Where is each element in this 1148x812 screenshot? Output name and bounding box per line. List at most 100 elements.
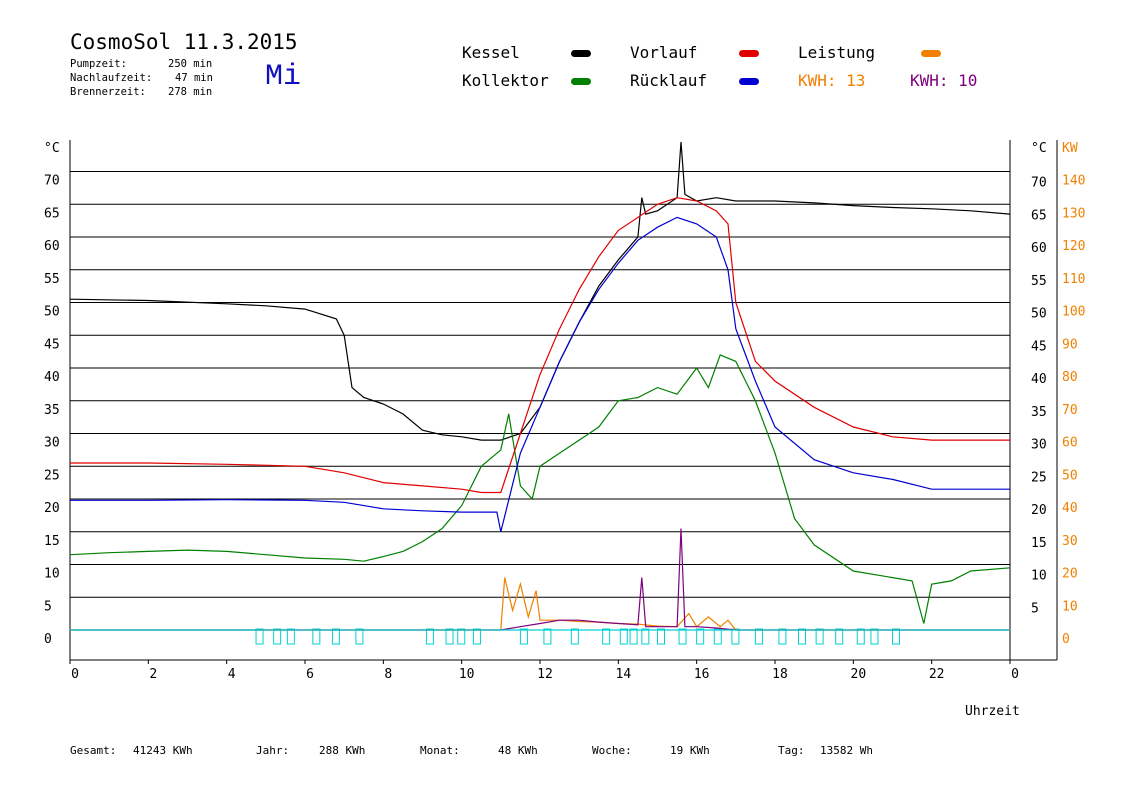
x-tick-label: 18 [772, 667, 788, 682]
x-tick-label: 20 [851, 667, 867, 682]
y-right-tick-label: 50 [1031, 307, 1047, 322]
y-power-tick-label: 100 [1062, 305, 1085, 320]
legend-vorlauf-swatch [739, 50, 759, 57]
y-power-tick-label: 10 [1062, 599, 1078, 614]
series-kessel [69, 141, 1011, 441]
x-tick-label: 2 [149, 667, 157, 682]
brennerzeit-label: Brennerzeit: [70, 86, 146, 98]
y-right-tick-label: 65 [1031, 208, 1047, 223]
y-left-tick-label: 40 [44, 370, 60, 385]
grid-layer [70, 171, 1010, 631]
y-left-tick-label: 70 [44, 174, 60, 189]
x-tick-label: 10 [459, 667, 475, 682]
legend-kwh-2: KWH: 10 [910, 71, 978, 90]
y-power-tick-label: 50 [1062, 468, 1078, 483]
y-left-tick-label: 50 [44, 305, 60, 320]
axis-layer [69, 140, 1058, 664]
y-left-tick-label: 10 [44, 567, 60, 582]
pump-marker [754, 628, 763, 645]
footer-monat-label: Monat: [420, 744, 460, 757]
x-axis-label: Uhrzeit [965, 704, 1020, 719]
footer-jahr-label: Jahr: [256, 744, 290, 757]
pump-layer [255, 628, 900, 645]
y-right-unit: °C [1031, 141, 1047, 156]
legend-kwh-1: KWH: 13 [798, 71, 866, 90]
y-left-tick-label: 60 [44, 239, 60, 254]
y-right-tick-label: 55 [1031, 274, 1047, 289]
legend-vorlauf: Vorlauf [630, 43, 698, 62]
y-left-tick-label: 25 [44, 468, 60, 483]
pump-marker [657, 628, 665, 645]
y-power-tick-label: 130 [1062, 206, 1085, 221]
y-power-tick-label: 120 [1062, 239, 1085, 254]
y-right-tick-label: 25 [1031, 470, 1047, 485]
footer-monat-value: 48 KWh [498, 744, 538, 757]
y-power-tick-label: 110 [1062, 272, 1085, 287]
series-leistung [70, 577, 1010, 631]
pump-marker [696, 628, 705, 645]
series-kollektor [69, 354, 1011, 624]
pump-marker [445, 628, 454, 645]
pump-marker [425, 628, 434, 645]
y-left-tick-label: 45 [44, 337, 60, 352]
y-power-tick-label: 40 [1062, 501, 1078, 516]
pump-marker [641, 628, 650, 645]
pump-marker [731, 628, 740, 645]
brennerzeit-value: 278 min [168, 86, 213, 98]
pump-marker [778, 628, 787, 645]
y-left-unit: °C [44, 141, 60, 156]
footer-tag-label: Tag: [778, 744, 805, 757]
y-left-tick-label: 15 [44, 534, 60, 549]
legend-kollektor: Kollektor [462, 71, 549, 90]
y-right-tick-label: 40 [1031, 372, 1047, 387]
pump-marker [629, 628, 638, 645]
pump-marker [331, 628, 340, 645]
series-vorlauf [70, 197, 1010, 494]
series-r-cklauf [70, 216, 1010, 532]
x-tick-label: 8 [384, 667, 392, 682]
y-left-tick-label: 65 [44, 206, 60, 221]
pumpzeit-value: 250 min [168, 58, 213, 70]
pump-marker [870, 628, 879, 645]
footer-woche-value: 19 KWh [670, 744, 710, 757]
x-tick-label: 12 [537, 667, 553, 682]
y-right-tick-label: 70 [1031, 176, 1047, 191]
pump-marker [355, 628, 364, 645]
x-tick-label: 22 [929, 667, 945, 682]
pump-marker [312, 628, 321, 645]
legend-leistung: Leistung [798, 43, 876, 62]
y-left-tick-label: 20 [44, 501, 60, 516]
pump-marker [543, 628, 552, 645]
footer-woche-label: Woche: [592, 744, 632, 757]
pump-marker [273, 628, 282, 645]
y-left-tick-label: 5 [44, 599, 52, 614]
chart-title: CosmoSol 11.3.2015 [70, 30, 298, 54]
legend-leistung-swatch [921, 50, 941, 57]
pump-marker [798, 628, 806, 645]
y-power-tick-label: 60 [1062, 436, 1078, 451]
pump-marker [619, 628, 628, 645]
y-power-tick-label: 80 [1062, 370, 1078, 385]
y-right-tick-label: 35 [1031, 405, 1047, 420]
pump-marker [472, 628, 481, 645]
y-right-tick-label: 15 [1031, 536, 1047, 551]
y-power-tick-label: 70 [1062, 403, 1078, 418]
series-kwh-2 [70, 528, 1010, 631]
y-power-unit: KW [1062, 141, 1078, 156]
legend-kessel: Kessel [462, 43, 520, 62]
weekday-label: Mi [265, 60, 302, 94]
footer-tag-value: 13582 Wh [820, 744, 873, 757]
y-power-tick-label: 0 [1062, 632, 1070, 647]
y-power-tick-label: 90 [1062, 337, 1078, 352]
y-left-tick-label: 0 [44, 632, 52, 647]
x-tick-label: 16 [694, 667, 710, 682]
nachlaufzeit-label: Nachlaufzeit: [70, 72, 153, 84]
y-right-tick-label: 45 [1031, 339, 1047, 354]
pump-marker [602, 628, 611, 645]
pump-marker [856, 628, 865, 645]
pump-marker [255, 628, 264, 645]
pump-marker [457, 628, 466, 645]
series-layer [69, 141, 1011, 631]
x-tick-label: 4 [228, 667, 236, 682]
y-power-tick-label: 140 [1062, 174, 1085, 189]
